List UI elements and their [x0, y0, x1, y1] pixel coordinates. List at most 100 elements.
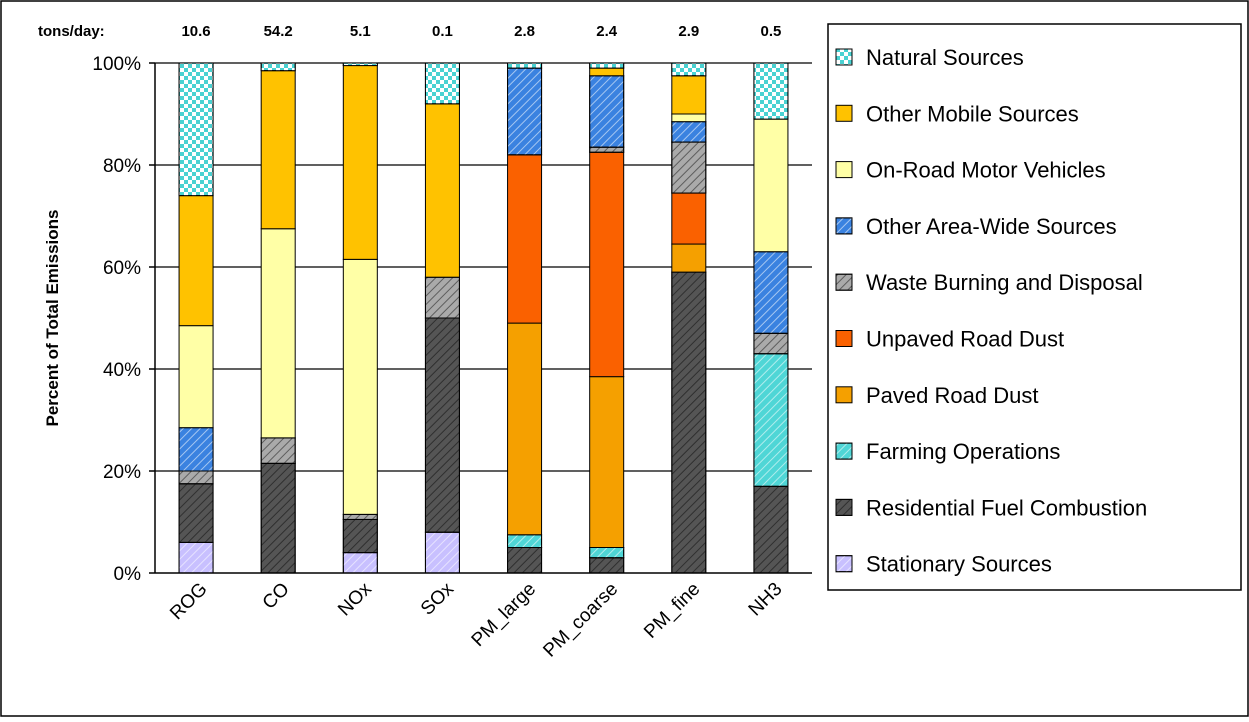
y-tick-label: 60% [103, 258, 141, 279]
y-tick-label: 20% [103, 462, 141, 483]
bar-segment-PM_coarse-6 [589, 146, 625, 153]
legend-swatch [835, 104, 853, 122]
y-tick-label: 100% [92, 54, 141, 75]
axes-group [154, 63, 812, 574]
bar-segment-PM_fine-9 [671, 75, 707, 115]
bar-segment-pattern [424, 62, 460, 105]
bar-segment-SOx-10 [424, 62, 460, 105]
bar-segment-PM_large-10 [507, 62, 543, 69]
bar-segment-ROG-2 [178, 483, 214, 543]
bar-segment-fill [507, 154, 543, 324]
bar-segment-fill [753, 118, 789, 253]
bars-group [178, 62, 789, 574]
bar-segment-pattern [671, 121, 707, 143]
legend-label: Other Mobile Sources [866, 101, 1079, 126]
bar-segment-pattern [753, 62, 789, 120]
bar-segment-CO-8 [260, 228, 296, 439]
tons-per-day-value: 0.1 [432, 23, 453, 40]
legend-label: Paved Road Dust [866, 383, 1038, 408]
bar-segment-NOx-6 [342, 513, 378, 520]
bar-segment-pattern [589, 547, 625, 559]
legend-label: Natural Sources [866, 45, 1024, 70]
bar-segment-pattern [178, 541, 214, 574]
bar-segment-pattern [589, 75, 625, 148]
bar-segment-fill [671, 113, 707, 123]
x-tick-label: SOx [417, 578, 458, 619]
legend-label: Residential Fuel Combustion [866, 495, 1147, 520]
legend-label: Unpaved Road Dust [866, 327, 1064, 352]
tons-per-day-value: 2.8 [514, 23, 535, 40]
x-tick-label: NH3 [745, 579, 787, 621]
bar-segment-NH3-8 [753, 118, 789, 253]
bar-segment-pattern [507, 534, 543, 548]
bar-segment-fill [589, 151, 625, 378]
bar-segment-fill [589, 67, 625, 77]
bar-segment-fill [260, 228, 296, 439]
tons-per-day-value: 0.5 [761, 23, 782, 40]
bar-segment-PM_large-4 [507, 322, 543, 536]
bar-segment-fill [671, 75, 707, 115]
bar-segment-NH3-2 [753, 485, 789, 574]
bar-segment-PM_coarse-7 [589, 75, 625, 148]
tons-per-day-value: 2.9 [678, 23, 699, 40]
bar-segment-fill [671, 192, 707, 245]
bar-segment-ROG-6 [178, 470, 214, 485]
x-tick-label: PM_large [468, 579, 540, 651]
legend-swatch-pattern [835, 442, 853, 460]
bar-segment-pattern [671, 141, 707, 194]
bar-segment-ROG-8 [178, 325, 214, 429]
tons-per-day-value: 54.2 [264, 23, 293, 40]
bar-segment-pattern [753, 485, 789, 574]
y-tick-label: 0% [114, 564, 142, 585]
bar-segment-fill [589, 376, 625, 548]
bar-segment-pattern [753, 353, 789, 487]
bar-segment-PM_fine-6 [671, 141, 707, 194]
tons-per-day-value: 10.6 [181, 23, 210, 40]
bar-segment-pattern [589, 557, 625, 574]
y-tick-label: 40% [103, 360, 141, 381]
bar-segment-pattern [342, 62, 378, 67]
legend-item: Waste Burning and Disposal [835, 270, 1143, 295]
bar-segment-pattern [178, 483, 214, 543]
bar-segment-PM_coarse-2 [589, 557, 625, 574]
bar-segment-pattern [178, 62, 214, 197]
bar-segment-PM_fine-5 [671, 192, 707, 245]
x-tick-label: CO [259, 579, 294, 614]
bar-segment-NOx-10 [342, 62, 378, 67]
legend-item: Other Mobile Sources [835, 101, 1079, 126]
y-axis-label: Percent of Total Emissions [43, 210, 62, 427]
x-tick-label: PM_fine [640, 579, 704, 643]
bar-segment-SOx-9 [424, 103, 460, 278]
bar-segment-PM_fine-2 [671, 271, 707, 574]
bar-segment-SOx-1 [424, 531, 460, 574]
bar-segment-pattern [178, 427, 214, 472]
bar-segment-pattern [507, 62, 543, 69]
legend-item: On-Road Motor Vehicles [835, 158, 1106, 183]
bar-segment-NOx-9 [342, 65, 378, 260]
bar-segment-pattern [507, 67, 543, 156]
legend-label: Stationary Sources [866, 552, 1052, 577]
legend-swatch-pattern [835, 555, 853, 573]
bar-segment-ROG-10 [178, 62, 214, 197]
bar-segment-NH3-10 [753, 62, 789, 120]
x-tick-labels: ROG CO NOx SOx PM_large PM_coarse PM_fine NH3 [166, 578, 786, 661]
bar-segment-NH3-6 [753, 332, 789, 355]
bar-segment-PM_fine-7 [671, 121, 707, 143]
legend-item: Residential Fuel Combustion [835, 495, 1147, 520]
bar-segment-SOx-6 [424, 276, 460, 319]
legend-swatch [835, 330, 853, 347]
bar-segment-pattern [260, 462, 296, 574]
legend-item: Other Area-Wide Sources [835, 214, 1117, 239]
bar-segment-ROG-9 [178, 195, 214, 327]
legend-swatch-pattern [835, 48, 853, 66]
tons-per-day-prefix: tons/day: [38, 23, 105, 40]
x-tick-label: NOx [334, 578, 376, 620]
tons-per-day-value: 2.4 [596, 23, 618, 40]
bar-segment-CO-2 [260, 462, 296, 574]
legend-item: Unpaved Road Dust [835, 327, 1064, 352]
bar-segment-PM_large-3 [507, 534, 543, 548]
bar-segment-fill [260, 70, 296, 230]
bar-segment-pattern [589, 146, 625, 153]
